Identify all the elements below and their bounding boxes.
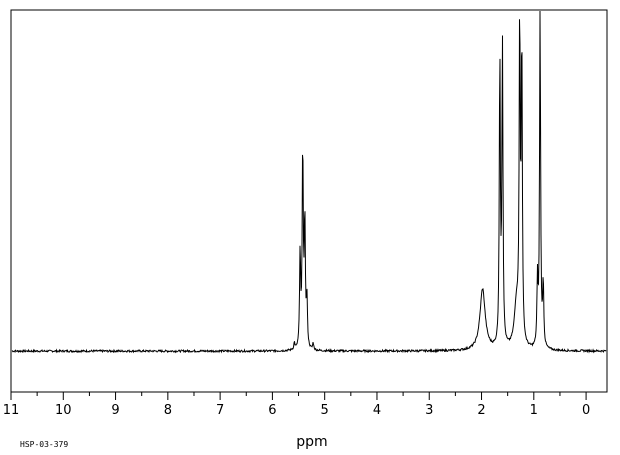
- x-tick-label: 6: [268, 403, 276, 418]
- plot-frame: [10, 9, 608, 393]
- x-tick-label: 5: [321, 403, 329, 418]
- x-tick-label: 9: [111, 403, 119, 418]
- x-tick-label: 7: [216, 403, 224, 418]
- x-tick-label: 0: [582, 403, 590, 418]
- x-tick-label: 8: [164, 403, 172, 418]
- x-tick-label: 11: [3, 403, 20, 418]
- code-label: HSP-03-379: [20, 440, 68, 449]
- x-tick-label: 10: [55, 403, 72, 418]
- x-tick-label: 2: [477, 403, 485, 418]
- x-tick-label: 4: [373, 403, 381, 418]
- x-axis-title: ppm: [296, 434, 327, 450]
- x-tick-label: 1: [530, 403, 538, 418]
- spectrum-trace: [11, 10, 607, 354]
- x-axis-tick-labels: 11 10 9 8 7 6 5 4 3 2 1 0: [3, 403, 591, 418]
- x-tick-label: 3: [425, 403, 433, 418]
- x-axis-ticks: [10, 392, 587, 400]
